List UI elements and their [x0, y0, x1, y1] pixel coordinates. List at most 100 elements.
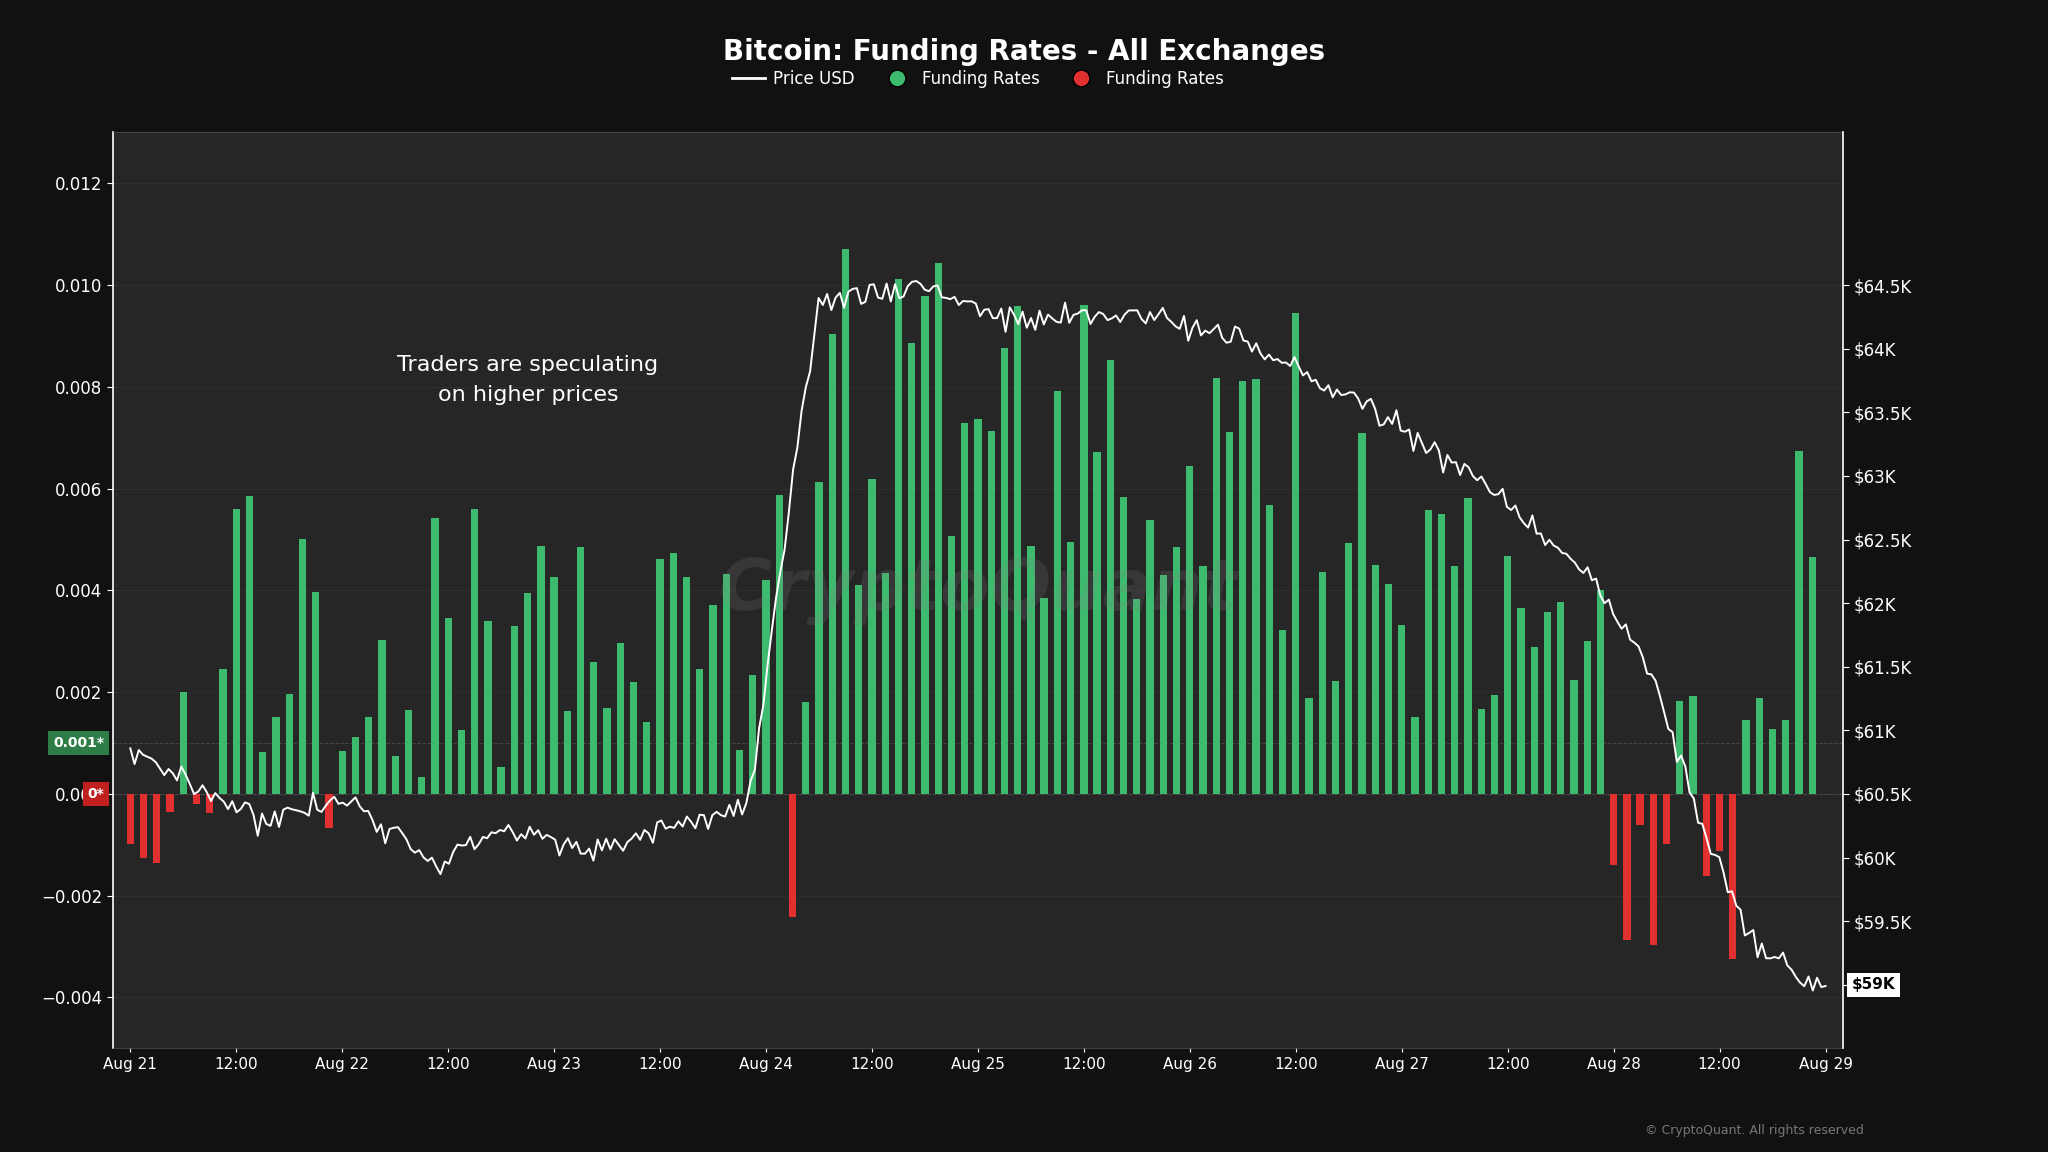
Bar — [1346, 543, 1352, 794]
Bar — [1438, 514, 1446, 794]
Bar — [1331, 681, 1339, 794]
Bar — [1372, 564, 1378, 794]
Bar — [326, 794, 332, 828]
Text: © CryptoQuant. All rights reserved: © CryptoQuant. All rights reserved — [1645, 1124, 1864, 1137]
Bar — [1743, 720, 1749, 794]
Bar — [285, 694, 293, 794]
Bar — [444, 619, 453, 794]
Bar — [1014, 306, 1022, 794]
Bar — [154, 794, 160, 863]
Bar — [219, 669, 227, 794]
Bar — [193, 794, 201, 804]
Bar — [975, 419, 981, 794]
Bar — [1491, 696, 1497, 794]
Bar — [735, 750, 743, 794]
Legend: Price USD, Funding Rates, Funding Rates: Price USD, Funding Rates, Funding Rates — [725, 63, 1231, 94]
Bar — [471, 509, 479, 794]
Text: $59K: $59K — [1851, 977, 1894, 992]
Bar — [1266, 506, 1274, 794]
Bar — [1808, 558, 1817, 794]
Bar — [1106, 361, 1114, 794]
Bar — [1716, 794, 1722, 850]
Bar — [670, 553, 678, 794]
Bar — [1675, 700, 1683, 794]
Bar — [604, 708, 610, 794]
Bar — [418, 776, 426, 794]
Bar — [1556, 601, 1565, 794]
Bar — [180, 692, 186, 794]
Bar — [311, 592, 319, 794]
Bar — [907, 343, 915, 794]
Bar — [1278, 630, 1286, 794]
Bar — [379, 641, 385, 794]
Bar — [1624, 794, 1630, 940]
Bar — [233, 509, 240, 794]
Bar — [139, 794, 147, 858]
Bar — [1133, 599, 1141, 794]
Bar — [1452, 566, 1458, 794]
Bar — [1292, 312, 1298, 794]
Bar — [1399, 624, 1405, 794]
Bar — [723, 574, 729, 794]
Bar — [166, 794, 174, 812]
Bar — [829, 334, 836, 794]
Text: Bitcoin: Funding Rates - All Exchanges: Bitcoin: Funding Rates - All Exchanges — [723, 38, 1325, 66]
Bar — [657, 559, 664, 794]
Bar — [1120, 497, 1126, 794]
Bar — [1147, 520, 1153, 794]
Bar — [868, 479, 877, 794]
Bar — [1425, 509, 1432, 794]
Bar — [815, 483, 823, 794]
Bar — [590, 661, 598, 794]
Text: 0.001*: 0.001* — [53, 736, 104, 750]
Bar — [1583, 642, 1591, 794]
Bar — [578, 547, 584, 794]
Bar — [1518, 608, 1524, 794]
Bar — [524, 593, 530, 794]
Bar — [1690, 696, 1696, 794]
Bar — [961, 423, 969, 794]
Bar — [1663, 794, 1671, 843]
Bar — [483, 621, 492, 794]
Bar — [1782, 720, 1790, 794]
Bar — [1094, 452, 1100, 794]
Bar — [631, 682, 637, 794]
Bar — [498, 766, 504, 794]
Bar — [1755, 698, 1763, 794]
Bar — [406, 711, 412, 794]
Bar — [260, 751, 266, 794]
Bar — [1544, 612, 1550, 794]
Bar — [1079, 304, 1087, 794]
Bar — [1253, 379, 1260, 794]
Bar — [1239, 380, 1247, 794]
Bar — [1358, 432, 1366, 794]
Bar — [510, 627, 518, 794]
Bar — [1040, 598, 1049, 794]
Bar — [842, 249, 850, 794]
Bar — [391, 756, 399, 794]
Bar — [1305, 698, 1313, 794]
Bar — [1001, 348, 1008, 794]
Bar — [1212, 378, 1221, 794]
Bar — [551, 577, 557, 794]
Bar — [1227, 432, 1233, 794]
Bar — [1729, 794, 1737, 958]
Bar — [1186, 467, 1194, 794]
Bar — [1384, 584, 1393, 794]
Bar — [1067, 543, 1075, 794]
Bar — [207, 794, 213, 813]
Bar — [776, 494, 782, 794]
Bar — [1464, 498, 1473, 794]
Bar — [1055, 392, 1061, 794]
Bar — [563, 711, 571, 794]
Bar — [1796, 450, 1802, 794]
Bar — [127, 794, 133, 844]
Bar — [1411, 717, 1419, 794]
Bar — [1571, 680, 1577, 794]
Bar — [856, 585, 862, 794]
Bar — [1174, 546, 1180, 794]
Bar — [1028, 546, 1034, 794]
Bar — [432, 518, 438, 794]
Bar — [682, 577, 690, 794]
Bar — [788, 794, 797, 917]
